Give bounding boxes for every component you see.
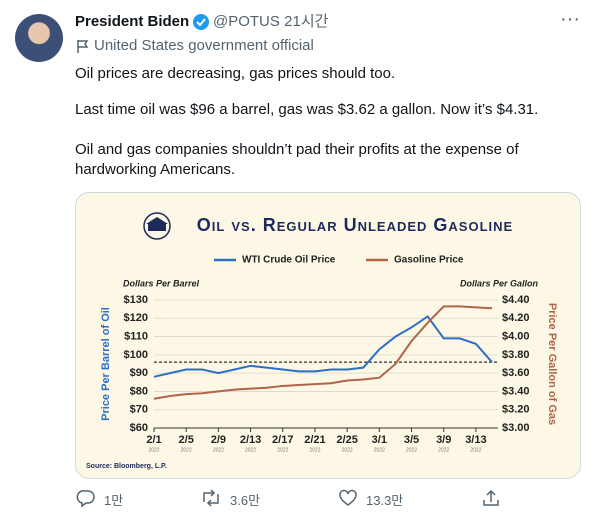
retweet-icon[interactable]: [200, 488, 222, 508]
chart-title: Oil vs. Regular Unleaded Gasoline: [197, 215, 513, 235]
y-tick-label: $60: [130, 422, 148, 434]
x-tick-label: 3/13: [465, 434, 486, 446]
more-menu[interactable]: ···: [560, 8, 580, 30]
x-tick-sublabel: 2022: [470, 447, 481, 453]
avatar[interactable]: [15, 14, 63, 62]
reply-count[interactable]: 1만: [104, 493, 124, 508]
x-tick-sublabel: 2022: [406, 447, 417, 453]
y2-tick-label: $3.00: [502, 422, 530, 434]
x-tick-label: 2/17: [272, 434, 293, 446]
x-tick-sublabel: 2022: [245, 447, 256, 453]
x-tick-sublabel: 2022: [277, 447, 288, 453]
x-tick-label: 2/25: [336, 434, 357, 446]
account-label: United States government official: [94, 37, 314, 54]
verified-badge: [193, 14, 209, 30]
y-tick-label: $120: [124, 312, 148, 324]
handle[interactable]: @POTUS: [213, 13, 280, 30]
x-tick-label: 3/9: [436, 434, 451, 446]
y-tick-label: $100: [124, 349, 148, 361]
y-axis-title: Price Per Barrel of Oil: [100, 307, 112, 421]
source-note: Source: Bloomberg, L.P.: [86, 463, 167, 470]
x-tick-label: 3/1: [372, 434, 387, 446]
x-tick-label: 3/5: [404, 434, 419, 446]
y2-tick-label: $4.40: [502, 294, 530, 306]
y2-axis-title: Price Per Gallon of Gas: [546, 303, 558, 425]
x-tick-sublabel: 2022: [309, 447, 320, 453]
x-tick-label: 2/13: [240, 434, 261, 446]
reply-icon[interactable]: [76, 488, 96, 508]
series-line: [153, 315, 493, 378]
series-line: [153, 305, 493, 400]
y2-tick-label: $3.20: [502, 404, 530, 416]
y2-unit-label: Dollars Per Gallon: [460, 278, 539, 288]
timestamp[interactable]: · 21시간: [275, 13, 329, 30]
author-name[interactable]: President Biden: [75, 13, 190, 30]
y-tick-label: $70: [130, 404, 148, 416]
share-icon[interactable]: [481, 488, 501, 508]
x-tick-sublabel: 2022: [438, 447, 449, 453]
y2-tick-label: $3.40: [502, 385, 530, 397]
x-tick-sublabel: 2022: [181, 447, 192, 453]
tweet-text: Oil prices are decreasing, gas prices sh…: [75, 65, 396, 82]
y2-tick-label: $3.60: [502, 367, 530, 379]
y2-tick-label: $4.00: [502, 330, 530, 342]
y2-tick-label: $4.20: [502, 312, 530, 324]
y-tick-label: $110: [124, 330, 148, 342]
x-tick-label: 2/9: [211, 434, 226, 446]
y-unit-label: Dollars Per Barrel: [123, 278, 200, 288]
x-tick-sublabel: 2022: [148, 447, 159, 453]
tweet-text: Last time oil was $96 a barrel, gas was …: [75, 101, 539, 118]
legend-label: WTI Crude Oil Price: [242, 255, 336, 266]
y-tick-label: $80: [130, 385, 148, 397]
y2-tick-label: $3.80: [502, 349, 530, 361]
like-count[interactable]: 13.3만: [366, 493, 404, 508]
y-tick-label: $130: [124, 294, 148, 306]
retweet-count[interactable]: 3.6만: [230, 493, 261, 508]
tweet-text: Oil and gas companies shouldn’t pad thei…: [75, 141, 519, 158]
x-tick-label: 2/21: [304, 434, 325, 446]
x-tick-sublabel: 2022: [213, 447, 224, 453]
x-tick-sublabel: 2022: [374, 447, 385, 453]
x-tick-label: 2/1: [146, 434, 161, 446]
like-icon[interactable]: [338, 488, 358, 508]
tweet-text: hardworking Americans.: [75, 161, 236, 178]
legend-label: Gasoline Price: [394, 255, 464, 266]
flag-icon: [77, 40, 89, 53]
x-tick-label: 2/5: [179, 434, 194, 446]
white-house-icon: [143, 212, 171, 240]
x-tick-sublabel: 2022: [342, 447, 353, 453]
media-card[interactable]: [75, 192, 581, 479]
y-tick-label: $90: [130, 367, 148, 379]
